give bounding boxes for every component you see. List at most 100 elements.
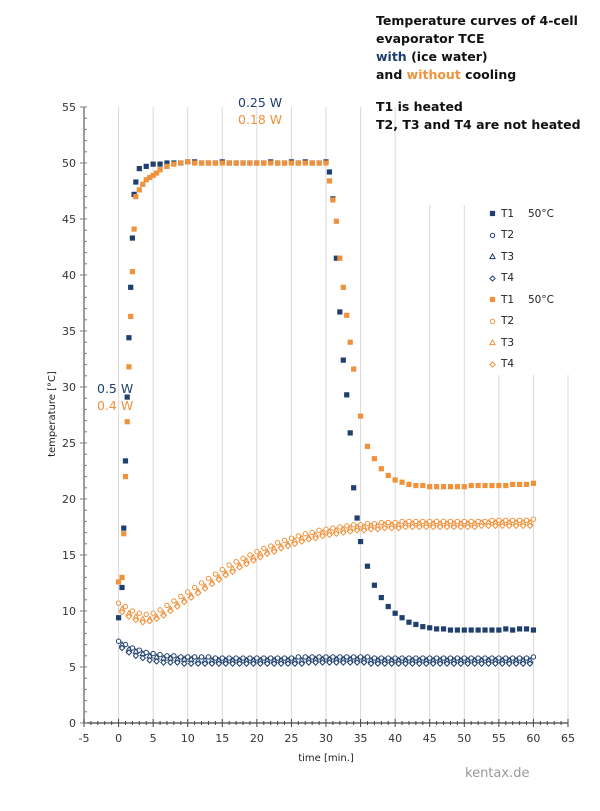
data-point <box>420 624 426 630</box>
data-point <box>337 255 343 261</box>
data-point <box>395 524 402 532</box>
data-point <box>530 480 537 486</box>
data-point <box>330 525 336 531</box>
data-point <box>447 655 454 661</box>
data-point <box>489 482 495 489</box>
data-point <box>212 160 218 166</box>
data-point <box>309 160 315 166</box>
data-point <box>461 627 467 633</box>
circle-marker-icon <box>489 318 496 324</box>
legend-marker <box>489 232 496 238</box>
data-point <box>174 659 181 666</box>
data-point <box>208 580 216 588</box>
data-point <box>429 523 437 531</box>
data-point <box>185 589 191 595</box>
legend-label: T4 <box>501 358 515 371</box>
data-point <box>447 627 454 633</box>
data-point <box>194 660 202 667</box>
data-point <box>122 474 129 480</box>
data-point <box>512 522 520 530</box>
data-point <box>364 654 371 660</box>
legend-setpoint: 50°C <box>528 207 554 220</box>
legend-item: T3 <box>488 332 588 354</box>
data-point <box>205 575 212 582</box>
data-point <box>381 660 389 667</box>
data-point <box>457 523 465 531</box>
data-point <box>433 518 440 525</box>
data-point <box>121 525 127 531</box>
data-point <box>215 660 223 667</box>
data-point <box>219 160 225 166</box>
data-point <box>427 518 433 525</box>
series-t4-without <box>118 522 534 626</box>
x-tick-label: 20 <box>250 732 264 745</box>
y-tick-label: 10 <box>62 605 76 618</box>
data-point <box>136 610 143 616</box>
data-point <box>499 660 506 667</box>
data-point <box>374 660 382 667</box>
data-point <box>333 218 339 224</box>
data-point <box>434 484 440 490</box>
data-point <box>316 527 322 534</box>
x-axis-title: time [min.] <box>298 753 354 764</box>
data-point <box>443 523 451 531</box>
data-point <box>496 482 502 489</box>
data-point <box>475 627 481 633</box>
data-point <box>496 517 502 523</box>
data-point <box>160 659 167 666</box>
data-point <box>298 538 306 545</box>
data-point <box>354 515 360 521</box>
data-point <box>167 659 174 666</box>
data-point <box>309 654 315 660</box>
data-point <box>187 660 195 667</box>
data-point <box>281 537 288 544</box>
data-point <box>270 660 278 667</box>
y-tick-label: 20 <box>62 493 76 506</box>
data-point <box>267 655 274 661</box>
data-point <box>143 163 149 169</box>
triangle-marker-icon <box>489 339 496 346</box>
data-point <box>240 555 246 562</box>
data-point <box>350 522 357 528</box>
data-point <box>288 160 295 166</box>
data-point <box>526 522 534 530</box>
data-point <box>516 517 523 523</box>
data-point <box>399 518 405 525</box>
data-point <box>517 481 523 488</box>
not-heated-note: T2, T3 and T4 are not heated <box>376 117 581 132</box>
data-point <box>406 518 412 525</box>
data-point <box>344 392 350 398</box>
data-point <box>122 603 129 610</box>
data-point <box>344 312 350 318</box>
data-point <box>115 615 122 621</box>
data-point <box>295 533 302 539</box>
data-points <box>115 159 537 667</box>
data-point <box>512 660 520 667</box>
data-point <box>503 626 509 632</box>
data-point <box>157 651 163 658</box>
data-point <box>482 627 488 633</box>
data-point <box>316 654 322 660</box>
data-point <box>323 654 329 660</box>
data-point <box>340 284 346 290</box>
data-point <box>178 654 184 660</box>
series-t2-without <box>115 516 537 618</box>
circle-marker-icon <box>489 232 496 238</box>
data-point <box>236 564 243 571</box>
data-point <box>413 518 419 525</box>
data-point <box>344 654 350 660</box>
data-point <box>516 655 523 661</box>
plateau-power-without: 0.18 W <box>238 112 283 127</box>
data-point <box>250 660 257 667</box>
data-point <box>464 660 472 667</box>
x-tick-label: 55 <box>492 732 506 745</box>
square-marker-icon <box>489 211 496 217</box>
data-point <box>277 660 285 667</box>
data-point <box>240 160 246 166</box>
data-point <box>326 178 333 184</box>
diamond-marker-icon <box>489 360 496 368</box>
data-point <box>353 659 361 666</box>
x-tick-label: 0 <box>115 732 122 745</box>
data-point <box>171 161 177 167</box>
